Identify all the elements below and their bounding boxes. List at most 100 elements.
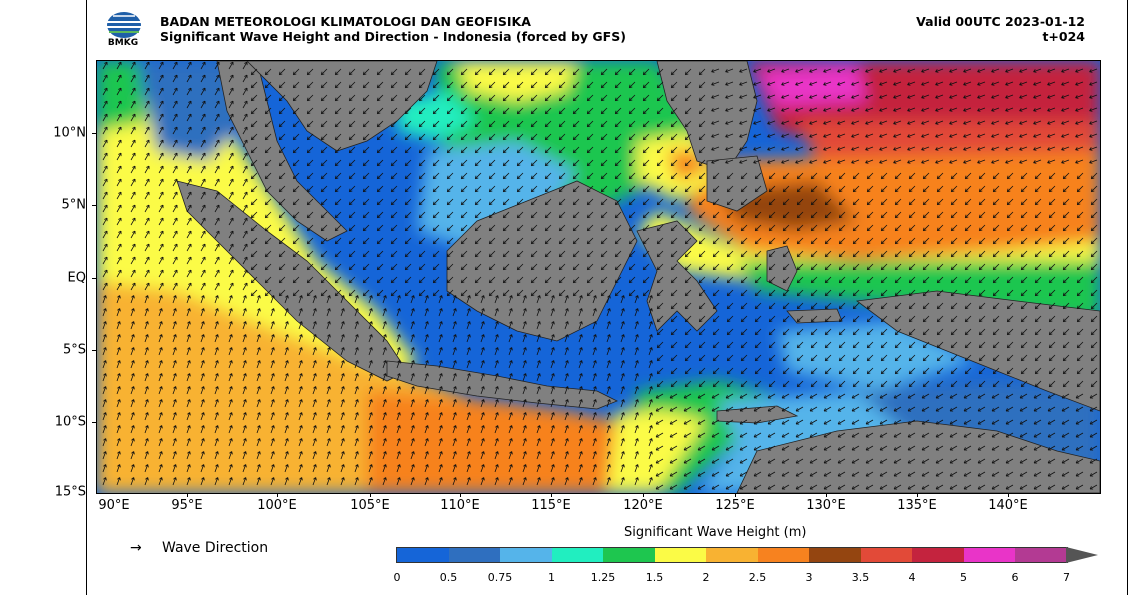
wave-arrow-head (837, 82, 840, 85)
header-title-block: BADAN METEOROLOGI KLIMATOLOGI DAN GEOFIS… (160, 14, 626, 44)
wave-arrow-head (601, 99, 605, 102)
wave-arrow-head (251, 86, 255, 89)
wave-arrow-head (1019, 82, 1022, 85)
wave-arrow-head (530, 71, 533, 75)
wave-arrow-head (657, 99, 661, 102)
wave-arrow-head (767, 82, 770, 85)
wave-arrow-head (1033, 110, 1037, 112)
wave-arrow-head (335, 99, 339, 102)
wave-arrow-head (279, 99, 283, 102)
wave-arrow (963, 107, 972, 112)
land-seram (786, 308, 843, 324)
wave-arrow (214, 100, 220, 109)
wave-arrow-head (614, 110, 617, 114)
wave-arrow-head (118, 100, 122, 103)
wave-arrow-head (823, 71, 827, 73)
wave-arrow (711, 107, 720, 112)
wave-arrow-head (949, 110, 953, 112)
wave-arrow-head (1089, 84, 1093, 86)
wave-arrow-head (963, 108, 966, 111)
wave-arrow-head (174, 87, 178, 90)
wave-arrow-head (935, 71, 939, 73)
wave-arrow-head (279, 73, 283, 76)
wave-arrow-head (118, 87, 122, 90)
wave-arrow-head (391, 86, 395, 89)
wave-arrow-head (879, 71, 883, 73)
wave-arrow-head (202, 74, 206, 77)
wave-arrow (921, 68, 930, 73)
wave-arrow-head (600, 110, 603, 114)
wave-arrow (587, 81, 594, 88)
wave-arrow (186, 100, 192, 109)
wave-arrow-head (320, 110, 323, 114)
wave-arrow-head (865, 69, 868, 72)
wave-arrow-head (837, 95, 840, 98)
wave-arrow-head (146, 74, 150, 77)
wave-arrow-head (809, 69, 812, 72)
wave-arrow (116, 100, 122, 109)
wave-arrow (405, 68, 412, 75)
wave-arrow-head (174, 100, 178, 103)
wave-arrow-head (474, 110, 477, 114)
wave-arrow (907, 68, 916, 73)
wave-arrow-head (404, 84, 407, 88)
wave-arrow-head (432, 84, 435, 88)
wave-arrow (116, 74, 122, 83)
wave-arrow-head (921, 69, 924, 72)
wave-arrow (130, 100, 136, 109)
wave-arrow-head (949, 82, 952, 85)
wave-arrow-head (349, 112, 353, 115)
wave-arrow-head (1033, 69, 1036, 72)
wave-arrow-head (991, 110, 995, 112)
wave-arrow-head (615, 73, 619, 76)
wave-arrow-head (250, 97, 253, 101)
wave-arrow (242, 74, 248, 83)
wave-arrow (242, 100, 248, 109)
wave-arrow-head (865, 71, 869, 73)
wave-arrow (795, 81, 804, 86)
wave-arrow-head (642, 110, 645, 114)
wave-arrow-head (600, 84, 603, 88)
wave-arrow-head (474, 71, 477, 75)
wave-arrow-head (795, 95, 798, 98)
wave-arrow (809, 68, 818, 73)
wave-arrow (657, 107, 664, 114)
wave-arrow (1089, 68, 1098, 73)
wave-arrow-head (963, 97, 967, 99)
field-darkorange-south (367, 391, 637, 493)
wave-arrow (781, 81, 790, 86)
wave-arrow-head (146, 100, 150, 103)
wave-arrow-head (977, 69, 980, 72)
wave-arrow (685, 81, 692, 88)
wave-arrow (144, 113, 150, 122)
wave-arrow (321, 68, 328, 75)
wave-arrow (615, 81, 622, 88)
wave-arrow (186, 87, 192, 96)
wave-arrow (377, 94, 384, 101)
wave-arrow-head (1075, 82, 1078, 85)
wave-arrow-head (767, 110, 771, 112)
wave-arrow-head (349, 73, 353, 76)
wave-arrow-head (921, 95, 924, 98)
wave-arrow-head (837, 97, 841, 99)
wave-arrow-head (545, 73, 549, 76)
wave-arrow-head (230, 74, 234, 77)
wave-arrow (130, 87, 136, 96)
wave-arrow (1033, 68, 1042, 73)
wave-arrow (321, 107, 328, 114)
wave-arrow-head (334, 97, 337, 101)
wave-arrow (200, 61, 206, 70)
wave-arrow-head (391, 73, 395, 76)
wave-arrow (251, 81, 258, 88)
wave-arrow (489, 94, 496, 101)
wave-arrow-head (893, 110, 897, 112)
wave-arrow (1047, 68, 1056, 73)
wave-arrow (991, 94, 1000, 99)
wave-arrow-head (587, 86, 591, 89)
wave-arrow-head (629, 112, 633, 115)
wave-arrow-head (851, 84, 855, 86)
wave-arrow-head (879, 84, 883, 86)
wave-arrow-head (334, 123, 337, 127)
wave-arrow (391, 120, 398, 127)
wave-arrow-head (306, 97, 309, 101)
